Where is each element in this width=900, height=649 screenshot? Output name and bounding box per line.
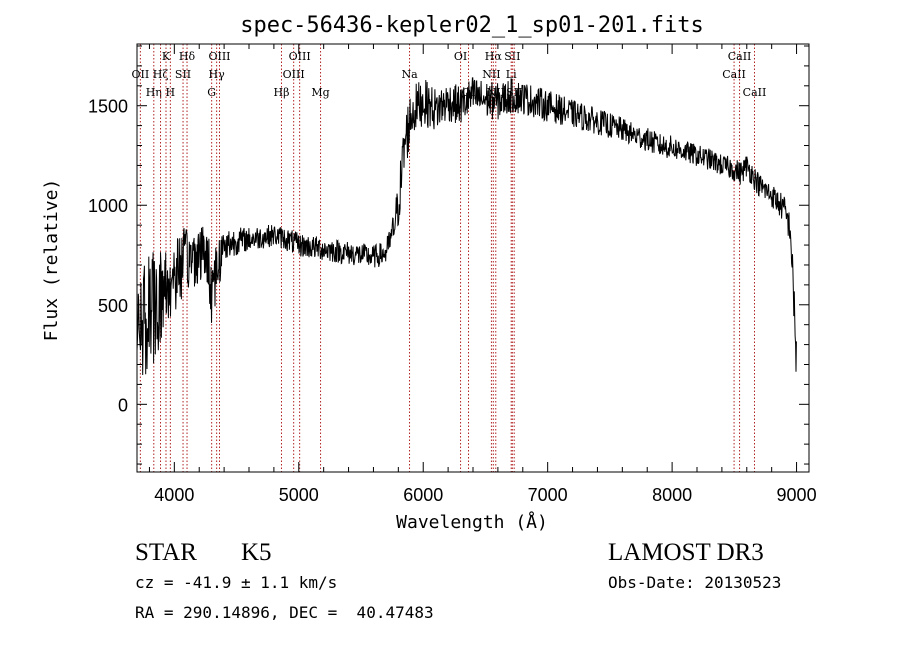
spectral-line-label-3: K <box>162 50 171 63</box>
spectrum-flux-line <box>136 77 797 376</box>
chart-title: spec-56436-kepler02_1_sp01-201.fits <box>240 13 704 38</box>
x-tick-label-4: 8000 <box>652 485 692 505</box>
sky-coordinates: RA = 290.14896, DEC = 40.47483 <box>135 603 434 622</box>
plot-frame <box>136 43 810 473</box>
spectral-line-label-17: NII <box>482 68 500 81</box>
spectral-line-label-0: OII <box>132 68 150 81</box>
spectral-line-label-20: Li <box>506 68 517 81</box>
y-tick-label-1: 500 <box>98 296 128 316</box>
spectral-line-label-1: Hη <box>146 86 162 99</box>
y-tick-label-0: 0 <box>118 395 128 415</box>
spectral-line-label-25: CaII <box>743 86 767 99</box>
axis-ticks: 4000 5000 6000 7000 8000 9000 0 500 1000 1500 <box>88 44 817 505</box>
y-tick-label-3: 1500 <box>88 97 128 117</box>
spectral-line-label-24: CaII <box>728 50 752 63</box>
observation-date: Obs-Date: 20130523 <box>608 573 782 592</box>
x-tick-label-3: 7000 <box>528 485 568 505</box>
y-axis-label: Flux (relative) <box>41 179 62 342</box>
redshift-velocity: cz = -41.9 ± 1.1 km/s <box>135 573 338 592</box>
x-tick-label-0: 4000 <box>154 485 194 505</box>
spectral-line-label-2: Hζ <box>153 68 169 81</box>
object-subclass: K5 <box>241 539 272 566</box>
y-tick-label-2: 1000 <box>88 196 128 216</box>
x-tick-label-5: 9000 <box>777 485 817 505</box>
spectral-line-label-18: Hα <box>485 50 503 63</box>
spectral-line-label-23: CaII <box>722 68 746 81</box>
spectral-line-label-5: SII <box>175 68 191 81</box>
spectral-line-label-8: Hγ <box>209 68 226 81</box>
spectral-line-label-10: Hβ <box>274 86 290 99</box>
survey-name: LAMOST DR3 <box>608 539 764 566</box>
spectral-line-label-4: H <box>166 86 176 99</box>
spectral-line-label-9: OIII <box>208 50 230 63</box>
spectrum-series <box>136 77 797 376</box>
spectral-line-label-21: SII <box>504 50 520 63</box>
x-tick-label-2: 6000 <box>403 485 443 505</box>
x-axis-label: Wavelength (Å) <box>396 511 548 533</box>
spectral-line-label-7: G <box>207 86 216 99</box>
spectral-line-label-13: Mg <box>311 86 329 99</box>
object-class: STAR <box>135 539 197 566</box>
spectral-line-label-15: OI <box>454 50 467 63</box>
spectral-line-label-14: Na <box>401 68 418 81</box>
spectral-line-label-12: OIII <box>289 50 311 63</box>
x-tick-label-1: 5000 <box>279 485 319 505</box>
spectral-line-label-6: Hδ <box>179 50 196 63</box>
spectral-line-label-11: OIII <box>283 68 305 81</box>
